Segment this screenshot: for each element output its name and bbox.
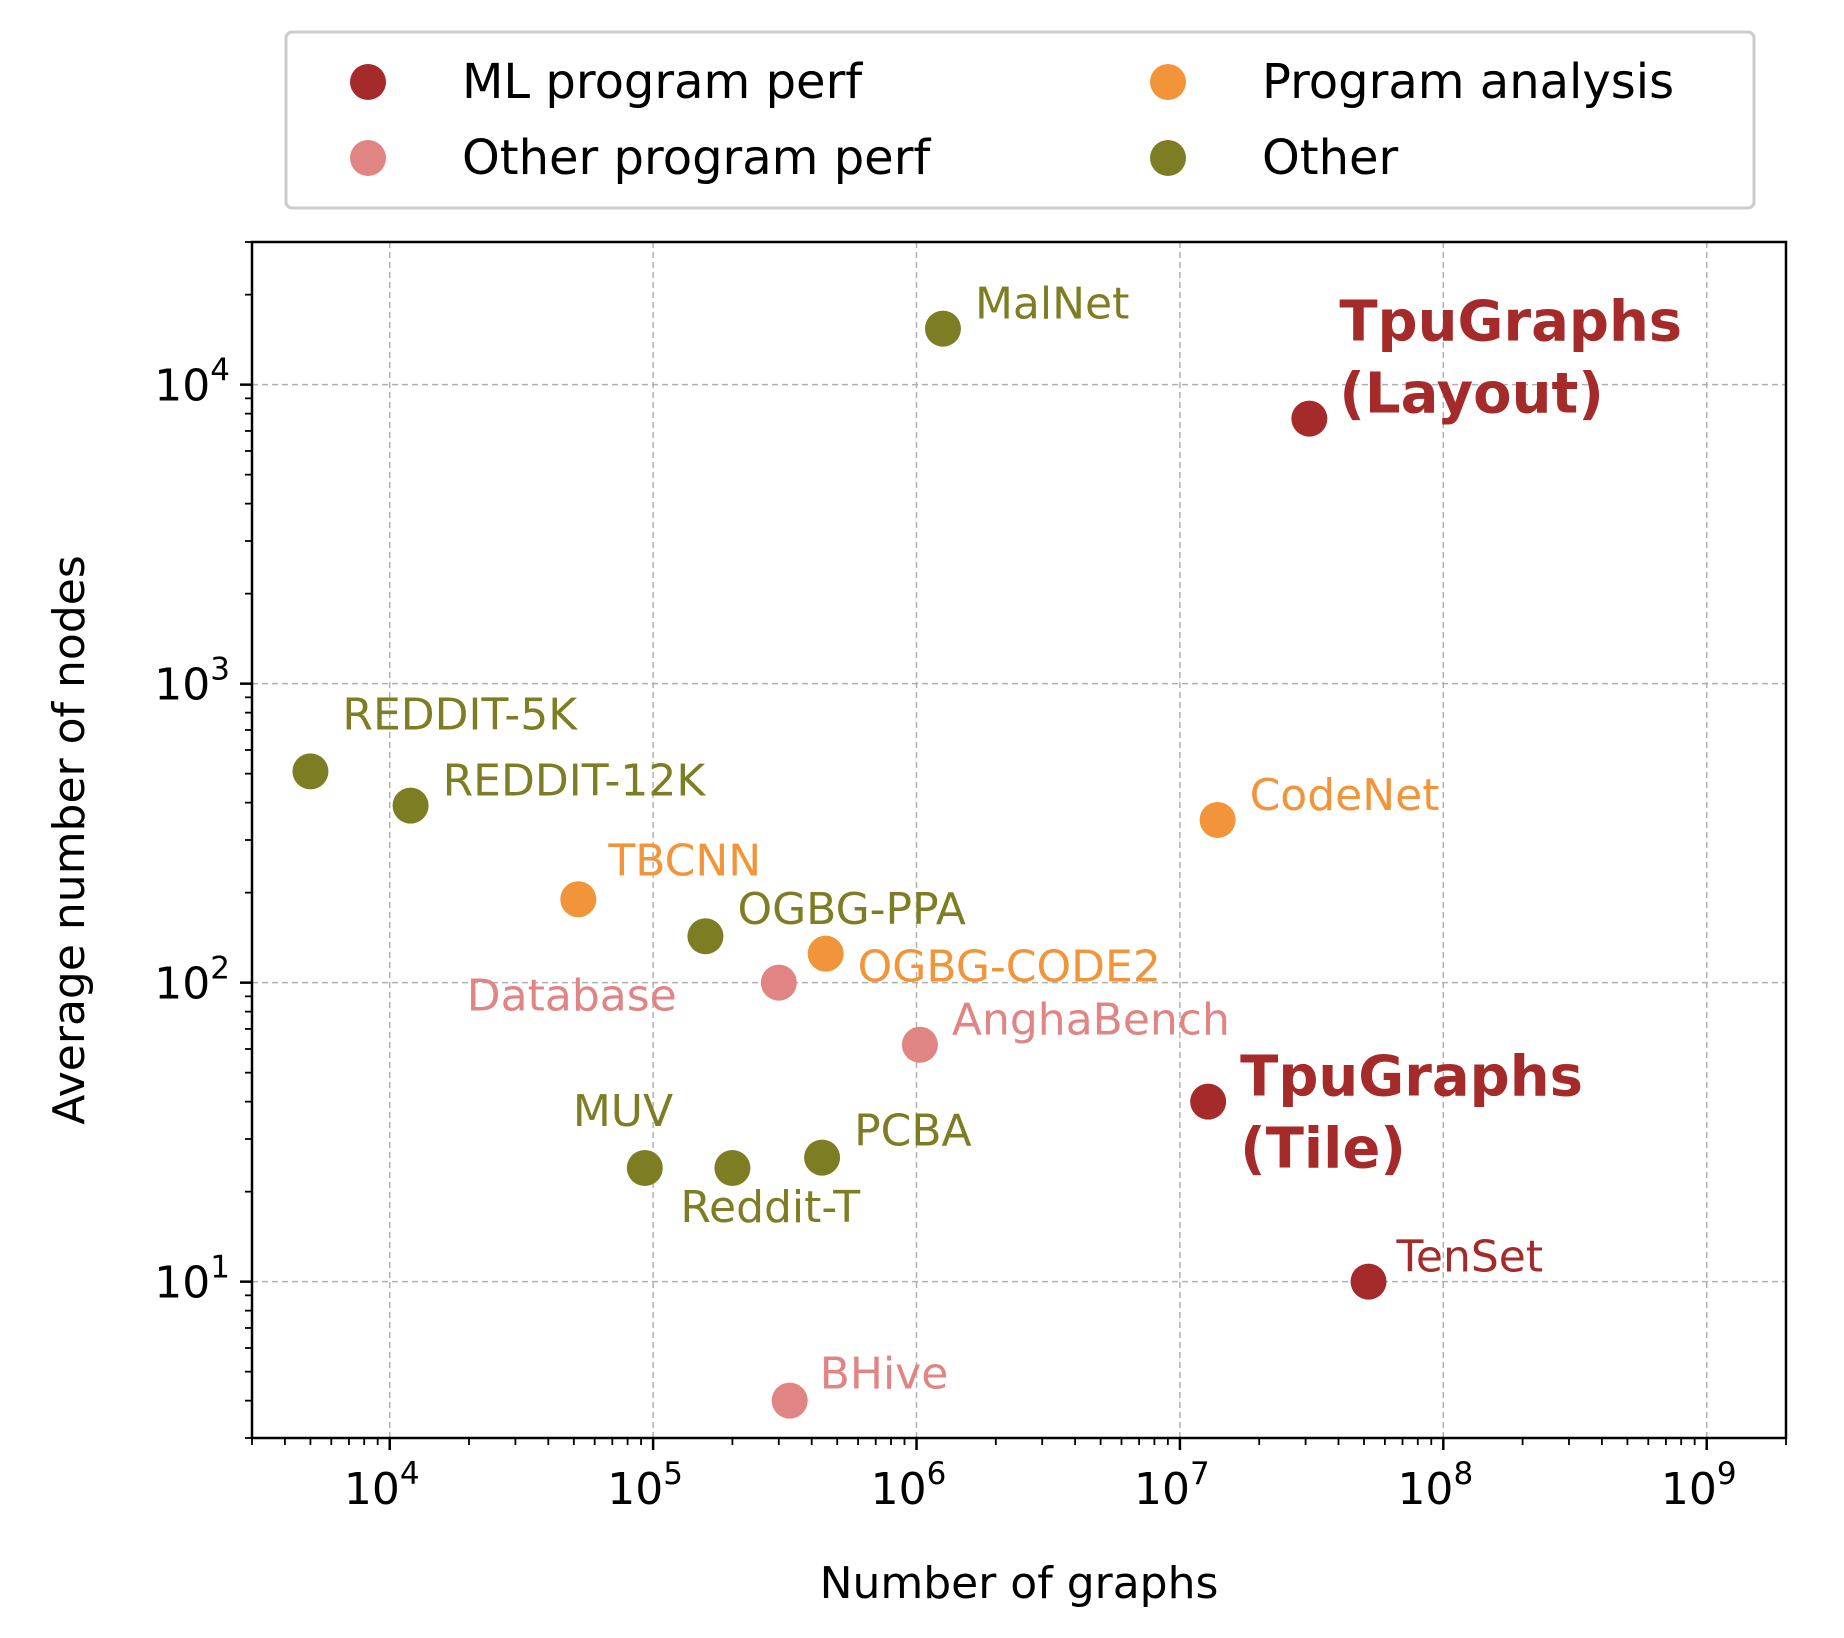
point-label: TBCNN	[607, 835, 761, 886]
point-label-line: REDDIT-12K	[443, 756, 707, 807]
point-bhive	[771, 1382, 808, 1419]
legend: ML program perf Other program perf Program…	[284, 30, 1756, 210]
x-tick-exponent: 8	[1453, 1456, 1473, 1492]
x-tick-label: 106	[871, 1456, 947, 1515]
data-points	[292, 310, 1387, 1419]
x-tick-exponent: 5	[663, 1456, 683, 1492]
x-tick-exponent: 6	[927, 1456, 947, 1492]
point-tpugraphs-layout	[1291, 400, 1328, 437]
point-label-line: (Tile)	[1240, 1117, 1406, 1182]
point-label-line: AnghaBench	[952, 995, 1230, 1046]
point-malnet	[924, 310, 961, 347]
y-tick-label: 103	[154, 652, 230, 711]
point-ogbg-ppa	[687, 918, 724, 955]
x-tick-base: 10	[1661, 1464, 1717, 1515]
point-label-line: REDDIT-5K	[342, 689, 578, 740]
point-label: TpuGraphs (Tile)	[1240, 1045, 1583, 1182]
point-tpugraphs-tile	[1190, 1083, 1227, 1120]
point-anghabench	[901, 1026, 938, 1063]
point-label: MUV	[573, 1086, 673, 1137]
x-tick-label: 105	[607, 1456, 683, 1515]
x-tick-exponent: 7	[1190, 1456, 1210, 1492]
point-label: Database	[467, 971, 677, 1022]
point-label: MalNet	[975, 279, 1129, 330]
point-label: OGBG-PPA	[737, 884, 965, 935]
legend-marker	[1150, 140, 1186, 176]
x-tick-label: 108	[1397, 1456, 1473, 1515]
point-tbcnn	[560, 881, 597, 918]
legend-label: ML program perf	[462, 54, 863, 110]
y-tick-exponent: 4	[210, 353, 230, 389]
point-label: AnghaBench	[952, 995, 1230, 1046]
x-tick-label: 104	[344, 1456, 420, 1515]
x-tick-exponent: 9	[1717, 1456, 1737, 1492]
y-tick-label: 104	[154, 353, 230, 412]
y-tick-label: 102	[154, 951, 230, 1010]
point-codenet	[1199, 801, 1236, 838]
point-label: PCBA	[854, 1106, 972, 1157]
x-tick-base: 10	[607, 1464, 663, 1515]
x-tick-label: 107	[1134, 1456, 1210, 1515]
y-tick-base: 10	[154, 361, 210, 412]
point-ogbg-code2	[807, 935, 844, 972]
point-label-line: PCBA	[854, 1106, 972, 1157]
x-tick-base: 10	[871, 1464, 927, 1515]
point-label: REDDIT-5K	[342, 689, 578, 740]
legend-marker	[1150, 64, 1186, 100]
point-labels: TpuGraphs (Layout) TpuGraphs (Tile) TenSet Da…	[342, 279, 1682, 1400]
point-label-line: Reddit-T	[680, 1182, 860, 1233]
point-label-line: TpuGraphs	[1339, 290, 1682, 355]
point-label: TpuGraphs (Layout)	[1339, 290, 1682, 427]
legend-box	[284, 30, 1756, 210]
point-reddit-5k	[292, 753, 329, 790]
point-label-line: OGBG-CODE2	[858, 942, 1161, 993]
point-tenset	[1350, 1263, 1387, 1300]
point-label-line: MUV	[573, 1086, 673, 1137]
point-label: CodeNet	[1250, 770, 1440, 821]
point-reddit-12k	[392, 787, 429, 824]
legend-marker	[350, 64, 386, 100]
y-axis-label: Average number of nodes	[44, 555, 95, 1125]
point-label-line: OGBG-PPA	[737, 884, 965, 935]
x-tick-base: 10	[1134, 1464, 1190, 1515]
legend-marker	[350, 140, 386, 176]
point-label-line: TBCNN	[607, 835, 761, 886]
x-tick-base: 10	[1397, 1464, 1453, 1515]
point-label-line: TpuGraphs	[1240, 1045, 1583, 1110]
point-label: Reddit-T	[680, 1182, 860, 1233]
y-tick-base: 10	[154, 1258, 210, 1309]
point-label: TenSet	[1396, 1232, 1544, 1283]
point-muv	[626, 1149, 663, 1186]
y-tick-base: 10	[154, 959, 210, 1010]
y-tick-exponent: 1	[210, 1250, 230, 1286]
point-database	[760, 964, 797, 1001]
y-tick-base: 10	[154, 660, 210, 711]
point-pcba	[804, 1139, 841, 1176]
y-tick-label: 101	[154, 1250, 230, 1309]
y-tick-exponent: 2	[210, 951, 230, 987]
grid-lines	[252, 242, 1786, 1438]
point-reddit-t	[714, 1149, 751, 1186]
point-label-line: Database	[467, 971, 677, 1022]
point-label: OGBG-CODE2	[858, 942, 1161, 993]
point-label-line: BHive	[820, 1349, 949, 1400]
legend-label: Other	[1262, 130, 1399, 186]
point-label: BHive	[820, 1349, 949, 1400]
point-label-line: (Layout)	[1339, 362, 1604, 427]
legend-label: Other program perf	[462, 130, 931, 186]
x-axis-label: Number of graphs	[820, 1558, 1219, 1609]
point-label-line: TenSet	[1396, 1232, 1544, 1283]
point-label: REDDIT-12K	[443, 756, 707, 807]
point-label-line: CodeNet	[1250, 770, 1440, 821]
legend-label: Program analysis	[1262, 54, 1674, 110]
point-label-line: MalNet	[975, 279, 1129, 330]
x-tick-exponent: 4	[400, 1456, 420, 1492]
x-tick-label: 109	[1661, 1456, 1737, 1515]
y-tick-exponent: 3	[210, 652, 230, 688]
plot-frame	[250, 240, 1788, 1440]
x-tick-base: 10	[344, 1464, 400, 1515]
